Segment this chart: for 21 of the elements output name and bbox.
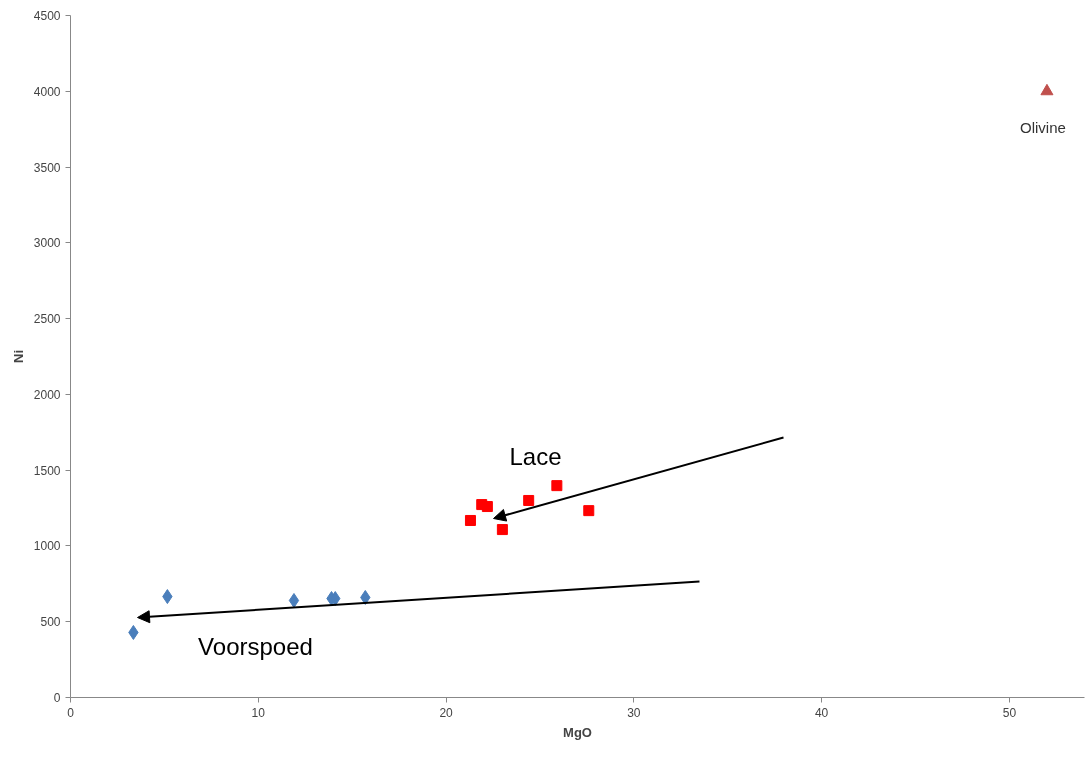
y-tick-label: 2000: [33, 387, 61, 402]
y-tick-label: 2500: [33, 312, 61, 327]
y-tick-label: 3500: [33, 160, 61, 175]
y-tick-label: 1500: [33, 463, 61, 478]
annotation: Olivine: [1020, 118, 1066, 136]
y-tick-label: 500: [40, 615, 61, 630]
x-tick-label: 30: [627, 705, 641, 720]
x-tick-label: 10: [251, 705, 266, 720]
x-tick-label: 0: [67, 705, 75, 720]
y-tick-label: 4500: [33, 9, 61, 23]
annotation: Lace: [509, 443, 562, 470]
y-axis-title: Ni: [10, 350, 26, 363]
y-tick-label: 0: [53, 691, 61, 705]
x-tick-label: 20: [439, 705, 454, 720]
y-tick-label: 1000: [33, 539, 61, 554]
x-axis-title: MgO: [563, 724, 592, 740]
y-tick-label: 3000: [33, 236, 61, 251]
x-tick-label: 40: [814, 705, 829, 720]
annotation: Voorspoed: [198, 633, 313, 660]
y-tick-label: 4000: [33, 84, 61, 99]
x-tick-label: 50: [1002, 705, 1017, 720]
